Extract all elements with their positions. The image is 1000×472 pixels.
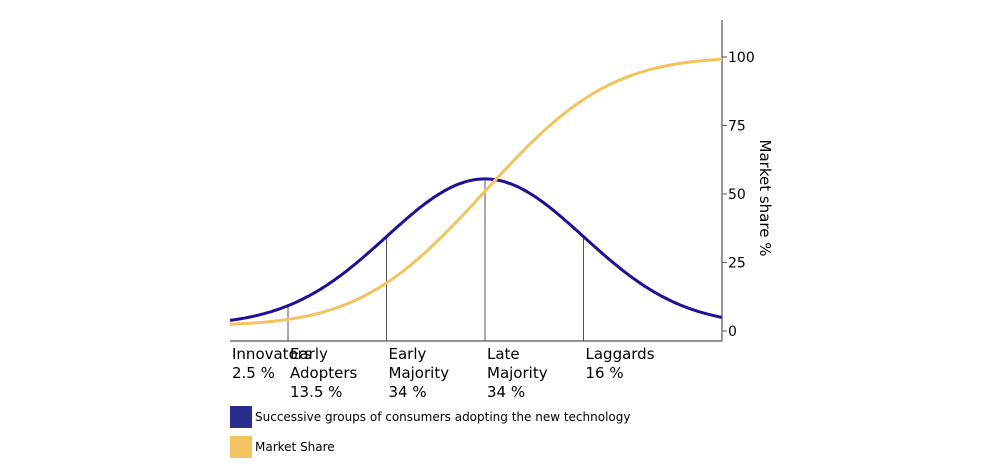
segment-name-1-1: Adopters (290, 364, 357, 382)
segment-name-1-0: Early (290, 345, 328, 363)
y-tick-label-4: 100 (728, 50, 755, 66)
segment-percent-0: 2.5 % (232, 364, 275, 382)
segment-percent-4: 16 % (586, 364, 624, 382)
segment-percent-3: 34 % (487, 383, 525, 401)
y-axis-title: Market share % (756, 140, 774, 257)
y-tick-label-0: 0 (728, 324, 737, 340)
legend-label-adopters: Successive groups of consumers adopting … (255, 410, 631, 424)
market-share-curve (229, 57, 723, 326)
segment-name-2-0: Early (389, 345, 427, 363)
segment-percent-1: 13.5 % (290, 383, 342, 401)
legend-item-market-share: Market Share (230, 436, 630, 458)
y-tick-label-3: 75 (728, 119, 746, 135)
legend-swatch-market-share (230, 436, 252, 458)
legend-swatch-adopters (230, 406, 252, 428)
segment-percent-2: 34 % (389, 383, 427, 401)
y-tick-label-2: 50 (728, 187, 746, 203)
segment-name-3-1: Majority (487, 364, 548, 382)
segment-name-3-0: Late (487, 345, 520, 363)
segment-name-4-0: Laggards (586, 345, 655, 363)
legend-label-market-share: Market Share (255, 440, 335, 454)
segment-name-0-0: Innovators (232, 345, 312, 363)
adoption-curve (229, 177, 723, 322)
legend: Successive groups of consumers adopting … (230, 406, 630, 466)
y-tick-label-1: 25 (728, 256, 746, 272)
segment-name-2-1: Majority (389, 364, 450, 382)
legend-item-adopters: Successive groups of consumers adopting … (230, 406, 630, 428)
